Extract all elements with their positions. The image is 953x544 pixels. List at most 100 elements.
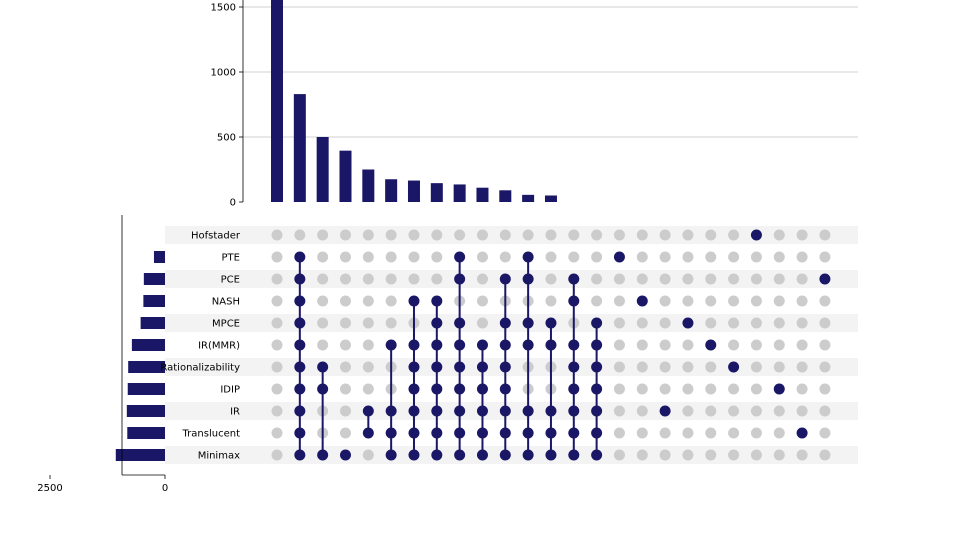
dot-inactive (271, 229, 283, 241)
dot-inactive (819, 361, 831, 373)
dot-inactive (750, 361, 762, 373)
dot-inactive (408, 251, 420, 263)
dot-inactive (636, 427, 648, 439)
dot-inactive (362, 449, 374, 461)
dot-inactive (750, 317, 762, 329)
dot-inactive (636, 449, 648, 461)
dot-inactive (659, 427, 671, 439)
dot-active-ir-mmr (522, 339, 534, 351)
dot-inactive (362, 295, 374, 307)
dot-active-minimax (476, 449, 488, 461)
dot-inactive (728, 273, 740, 285)
dot-inactive (271, 339, 283, 351)
dot-inactive (271, 383, 283, 395)
intersection-bar-7 (407, 180, 420, 202)
dot-active-ir (522, 405, 534, 417)
dot-active-ir (568, 405, 580, 417)
set-label-ir-mmr: IR(MMR) (198, 341, 240, 352)
dot-inactive (613, 295, 625, 307)
set-bar-pce (143, 273, 165, 285)
dot-inactive (499, 229, 511, 241)
dot-active-ir-mmr (591, 339, 603, 351)
dot-inactive (545, 251, 557, 263)
dot-active-ir-mmr (294, 339, 306, 351)
dot-inactive (271, 295, 283, 307)
dot-active-pce (522, 273, 534, 285)
stripe-ir (165, 402, 858, 420)
dot-active-pce (454, 273, 466, 285)
dot-active-mpce (454, 317, 466, 329)
dot-active-translucent (476, 427, 488, 439)
intersection-bars (271, 0, 557, 203)
intersection-bar-1 (271, 0, 283, 203)
dot-inactive (339, 251, 351, 263)
dot-inactive (705, 405, 717, 417)
dot-active-nash (636, 295, 648, 307)
dot-inactive (613, 361, 625, 373)
dot-inactive (796, 229, 808, 241)
dot-active-pte (294, 251, 306, 263)
dot-inactive (705, 273, 717, 285)
dot-active-translucent (385, 427, 397, 439)
row-stripes (165, 226, 858, 464)
dot-inactive (613, 405, 625, 417)
dot-active-minimax (591, 449, 603, 461)
dot-inactive (362, 251, 374, 263)
dot-inactive (659, 361, 671, 373)
intersection-bar-10 (476, 187, 489, 202)
dot-active-rationalizability (317, 361, 329, 373)
dot-inactive (682, 339, 694, 351)
dot-inactive (819, 295, 831, 307)
intersection-bar-13 (544, 195, 557, 202)
dot-inactive (613, 449, 625, 461)
stripe-hofstader (165, 226, 858, 244)
dot-active-translucent (454, 427, 466, 439)
dot-active-ir-mmr (431, 339, 443, 351)
dot-inactive (659, 449, 671, 461)
dot-active-pce (819, 273, 831, 285)
dot-active-rationalizability (728, 361, 740, 373)
dot-inactive (819, 427, 831, 439)
dot-inactive (613, 427, 625, 439)
dot-inactive (568, 229, 580, 241)
dot-inactive (545, 295, 557, 307)
dot-active-idip (591, 383, 603, 395)
intersection-bar-4 (339, 150, 352, 202)
dot-inactive (728, 229, 740, 241)
dot-active-idip (454, 383, 466, 395)
set-label-mpce: MPCE (212, 319, 240, 330)
dot-active-minimax (522, 449, 534, 461)
dot-inactive (339, 383, 351, 395)
dot-active-rationalizability (431, 361, 443, 373)
dot-inactive (773, 427, 785, 439)
dot-inactive (682, 405, 694, 417)
dot-active-idip (317, 383, 329, 395)
set-label-pce: PCE (221, 275, 240, 286)
dot-active-mpce (591, 317, 603, 329)
dot-inactive (819, 339, 831, 351)
dot-active-idip (499, 383, 511, 395)
dot-inactive (705, 229, 717, 241)
dot-active-nash (431, 295, 443, 307)
dot-inactive (636, 339, 648, 351)
dot-inactive (568, 251, 580, 263)
dot-active-minimax (545, 449, 557, 461)
dot-inactive (750, 427, 762, 439)
dot-inactive (659, 339, 671, 351)
y-tick-label-1000: 1000 (211, 68, 236, 79)
dot-inactive (682, 273, 694, 285)
dot-inactive (545, 273, 557, 285)
dot-inactive (728, 405, 740, 417)
dot-inactive (636, 317, 648, 329)
dot-inactive (728, 339, 740, 351)
dot-inactive (454, 229, 466, 241)
dot-active-ir (431, 405, 443, 417)
dot-inactive (408, 273, 420, 285)
dot-inactive (271, 427, 283, 439)
stripe-mpce (165, 314, 858, 332)
dot-inactive (385, 317, 397, 329)
dot-inactive (636, 229, 648, 241)
set-tick-label-0: 0 (162, 483, 168, 494)
dot-active-ir (454, 405, 466, 417)
dot-inactive (773, 229, 785, 241)
